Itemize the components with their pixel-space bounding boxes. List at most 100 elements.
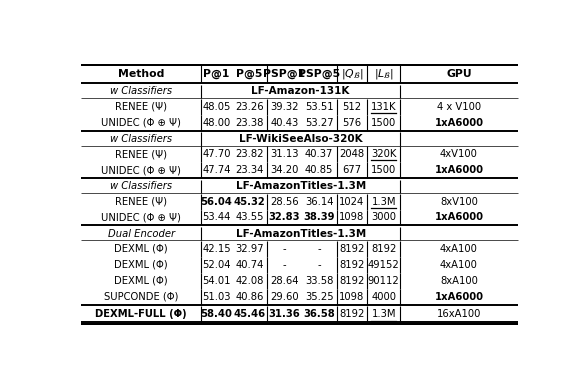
Text: 31.13: 31.13 xyxy=(270,149,299,159)
Text: 131K: 131K xyxy=(371,102,397,112)
Text: 54.01: 54.01 xyxy=(202,276,231,286)
Text: 8192: 8192 xyxy=(371,244,397,254)
Text: RENEE (Ψ): RENEE (Ψ) xyxy=(115,149,167,159)
Text: 4xV100: 4xV100 xyxy=(440,149,478,159)
Text: 32.97: 32.97 xyxy=(235,244,264,254)
Text: GPU: GPU xyxy=(446,69,472,79)
Text: w Classifiers: w Classifiers xyxy=(110,134,172,144)
Text: 1.3M: 1.3M xyxy=(372,310,396,320)
Text: 40.86: 40.86 xyxy=(235,292,264,302)
Text: 43.55: 43.55 xyxy=(235,212,264,222)
Text: 1500: 1500 xyxy=(371,165,397,175)
Text: 23.82: 23.82 xyxy=(235,149,264,159)
Text: 1024: 1024 xyxy=(339,196,365,206)
Text: LF-WikiSeeAlso-320K: LF-WikiSeeAlso-320K xyxy=(239,134,362,144)
Text: DEXML (Φ): DEXML (Φ) xyxy=(114,276,168,286)
Text: $|L_\mathcal{B}|$: $|L_\mathcal{B}|$ xyxy=(374,67,394,81)
Text: Method: Method xyxy=(118,69,165,79)
Text: -: - xyxy=(317,244,321,254)
Text: 28.56: 28.56 xyxy=(270,196,299,206)
Text: 40.43: 40.43 xyxy=(270,118,298,128)
Text: 35.25: 35.25 xyxy=(305,292,334,302)
Text: 2048: 2048 xyxy=(339,149,365,159)
Text: DEXML (Φ): DEXML (Φ) xyxy=(114,260,168,270)
Text: 36.58: 36.58 xyxy=(303,310,335,320)
Text: 1xA6000: 1xA6000 xyxy=(435,165,484,175)
Text: P@1: P@1 xyxy=(203,69,230,79)
Text: w Classifiers: w Classifiers xyxy=(110,86,172,96)
Text: 1xA6000: 1xA6000 xyxy=(435,118,484,128)
Text: UNIDEC (Φ ⊕ Ψ): UNIDEC (Φ ⊕ Ψ) xyxy=(101,212,181,222)
Text: 4000: 4000 xyxy=(371,292,396,302)
Text: 39.32: 39.32 xyxy=(270,102,299,112)
Text: 576: 576 xyxy=(342,118,362,128)
Text: 51.03: 51.03 xyxy=(202,292,231,302)
Text: w Classifiers: w Classifiers xyxy=(110,181,172,191)
Text: 47.74: 47.74 xyxy=(202,165,231,175)
Text: -: - xyxy=(283,260,286,270)
Text: LF-AmazonTitles-1.3M: LF-AmazonTitles-1.3M xyxy=(236,229,366,239)
Text: 53.27: 53.27 xyxy=(305,118,334,128)
Text: 38.39: 38.39 xyxy=(303,212,335,222)
Text: Dual Encoder: Dual Encoder xyxy=(108,229,175,239)
Text: 677: 677 xyxy=(342,165,362,175)
Text: 8192: 8192 xyxy=(339,244,365,254)
Text: 512: 512 xyxy=(342,102,362,112)
Text: 1098: 1098 xyxy=(339,292,365,302)
Text: 8192: 8192 xyxy=(339,310,365,320)
Text: 49152: 49152 xyxy=(368,260,399,270)
Text: 4xA100: 4xA100 xyxy=(440,244,478,254)
Text: P@5: P@5 xyxy=(236,69,262,79)
Text: 28.64: 28.64 xyxy=(270,276,299,286)
Text: 31.36: 31.36 xyxy=(268,310,300,320)
Text: 3000: 3000 xyxy=(371,212,396,222)
Text: 320K: 320K xyxy=(371,149,397,159)
Text: 53.51: 53.51 xyxy=(305,102,334,112)
Text: 29.60: 29.60 xyxy=(270,292,299,302)
Text: UNIDEC (Φ ⊕ Ψ): UNIDEC (Φ ⊕ Ψ) xyxy=(101,165,181,175)
Text: 42.08: 42.08 xyxy=(235,276,264,286)
Text: 47.70: 47.70 xyxy=(202,149,231,159)
Text: 48.05: 48.05 xyxy=(202,102,231,112)
Text: 48.00: 48.00 xyxy=(202,118,231,128)
Text: 8xA100: 8xA100 xyxy=(440,276,478,286)
Text: 4 x V100: 4 x V100 xyxy=(437,102,481,112)
Text: 32.83: 32.83 xyxy=(269,212,300,222)
Text: 16xA100: 16xA100 xyxy=(437,310,481,320)
Text: RENEE (Ψ): RENEE (Ψ) xyxy=(115,102,167,112)
Text: 8192: 8192 xyxy=(339,260,365,270)
Text: 1xA6000: 1xA6000 xyxy=(435,292,484,302)
Text: RENEE (Ψ): RENEE (Ψ) xyxy=(115,196,167,206)
Text: 23.26: 23.26 xyxy=(235,102,264,112)
Text: PSP@1: PSP@1 xyxy=(263,69,305,79)
Text: 53.44: 53.44 xyxy=(202,212,231,222)
Text: 42.15: 42.15 xyxy=(202,244,231,254)
Text: 36.14: 36.14 xyxy=(305,196,334,206)
Text: 4xA100: 4xA100 xyxy=(440,260,478,270)
Text: 40.74: 40.74 xyxy=(235,260,264,270)
Text: PSP@5: PSP@5 xyxy=(298,69,340,79)
Text: UNIDEC (Φ ⊕ Ψ): UNIDEC (Φ ⊕ Ψ) xyxy=(101,118,181,128)
Text: 40.85: 40.85 xyxy=(305,165,334,175)
Text: LF-Amazon-131K: LF-Amazon-131K xyxy=(251,86,350,96)
Text: 8xV100: 8xV100 xyxy=(440,196,478,206)
Text: DEXML (Φ): DEXML (Φ) xyxy=(114,244,168,254)
Text: DEXML-FULL (Φ): DEXML-FULL (Φ) xyxy=(95,310,187,320)
Text: 8192: 8192 xyxy=(339,276,365,286)
Text: 33.58: 33.58 xyxy=(305,276,334,286)
Text: -: - xyxy=(317,260,321,270)
Text: 1500: 1500 xyxy=(371,118,397,128)
Text: 52.04: 52.04 xyxy=(202,260,231,270)
Text: 45.32: 45.32 xyxy=(234,196,265,206)
Text: 34.20: 34.20 xyxy=(270,165,298,175)
Text: 56.04: 56.04 xyxy=(201,196,232,206)
Text: -: - xyxy=(283,244,286,254)
Text: $|Q_\mathcal{B}|$: $|Q_\mathcal{B}|$ xyxy=(341,67,363,81)
Text: LF-AmazonTitles-1.3M: LF-AmazonTitles-1.3M xyxy=(236,181,366,191)
Text: 45.46: 45.46 xyxy=(234,310,265,320)
Text: 1xA6000: 1xA6000 xyxy=(435,212,484,222)
Text: 23.38: 23.38 xyxy=(235,118,264,128)
Text: 1098: 1098 xyxy=(339,212,365,222)
Text: 23.34: 23.34 xyxy=(235,165,264,175)
Text: 40.37: 40.37 xyxy=(305,149,334,159)
